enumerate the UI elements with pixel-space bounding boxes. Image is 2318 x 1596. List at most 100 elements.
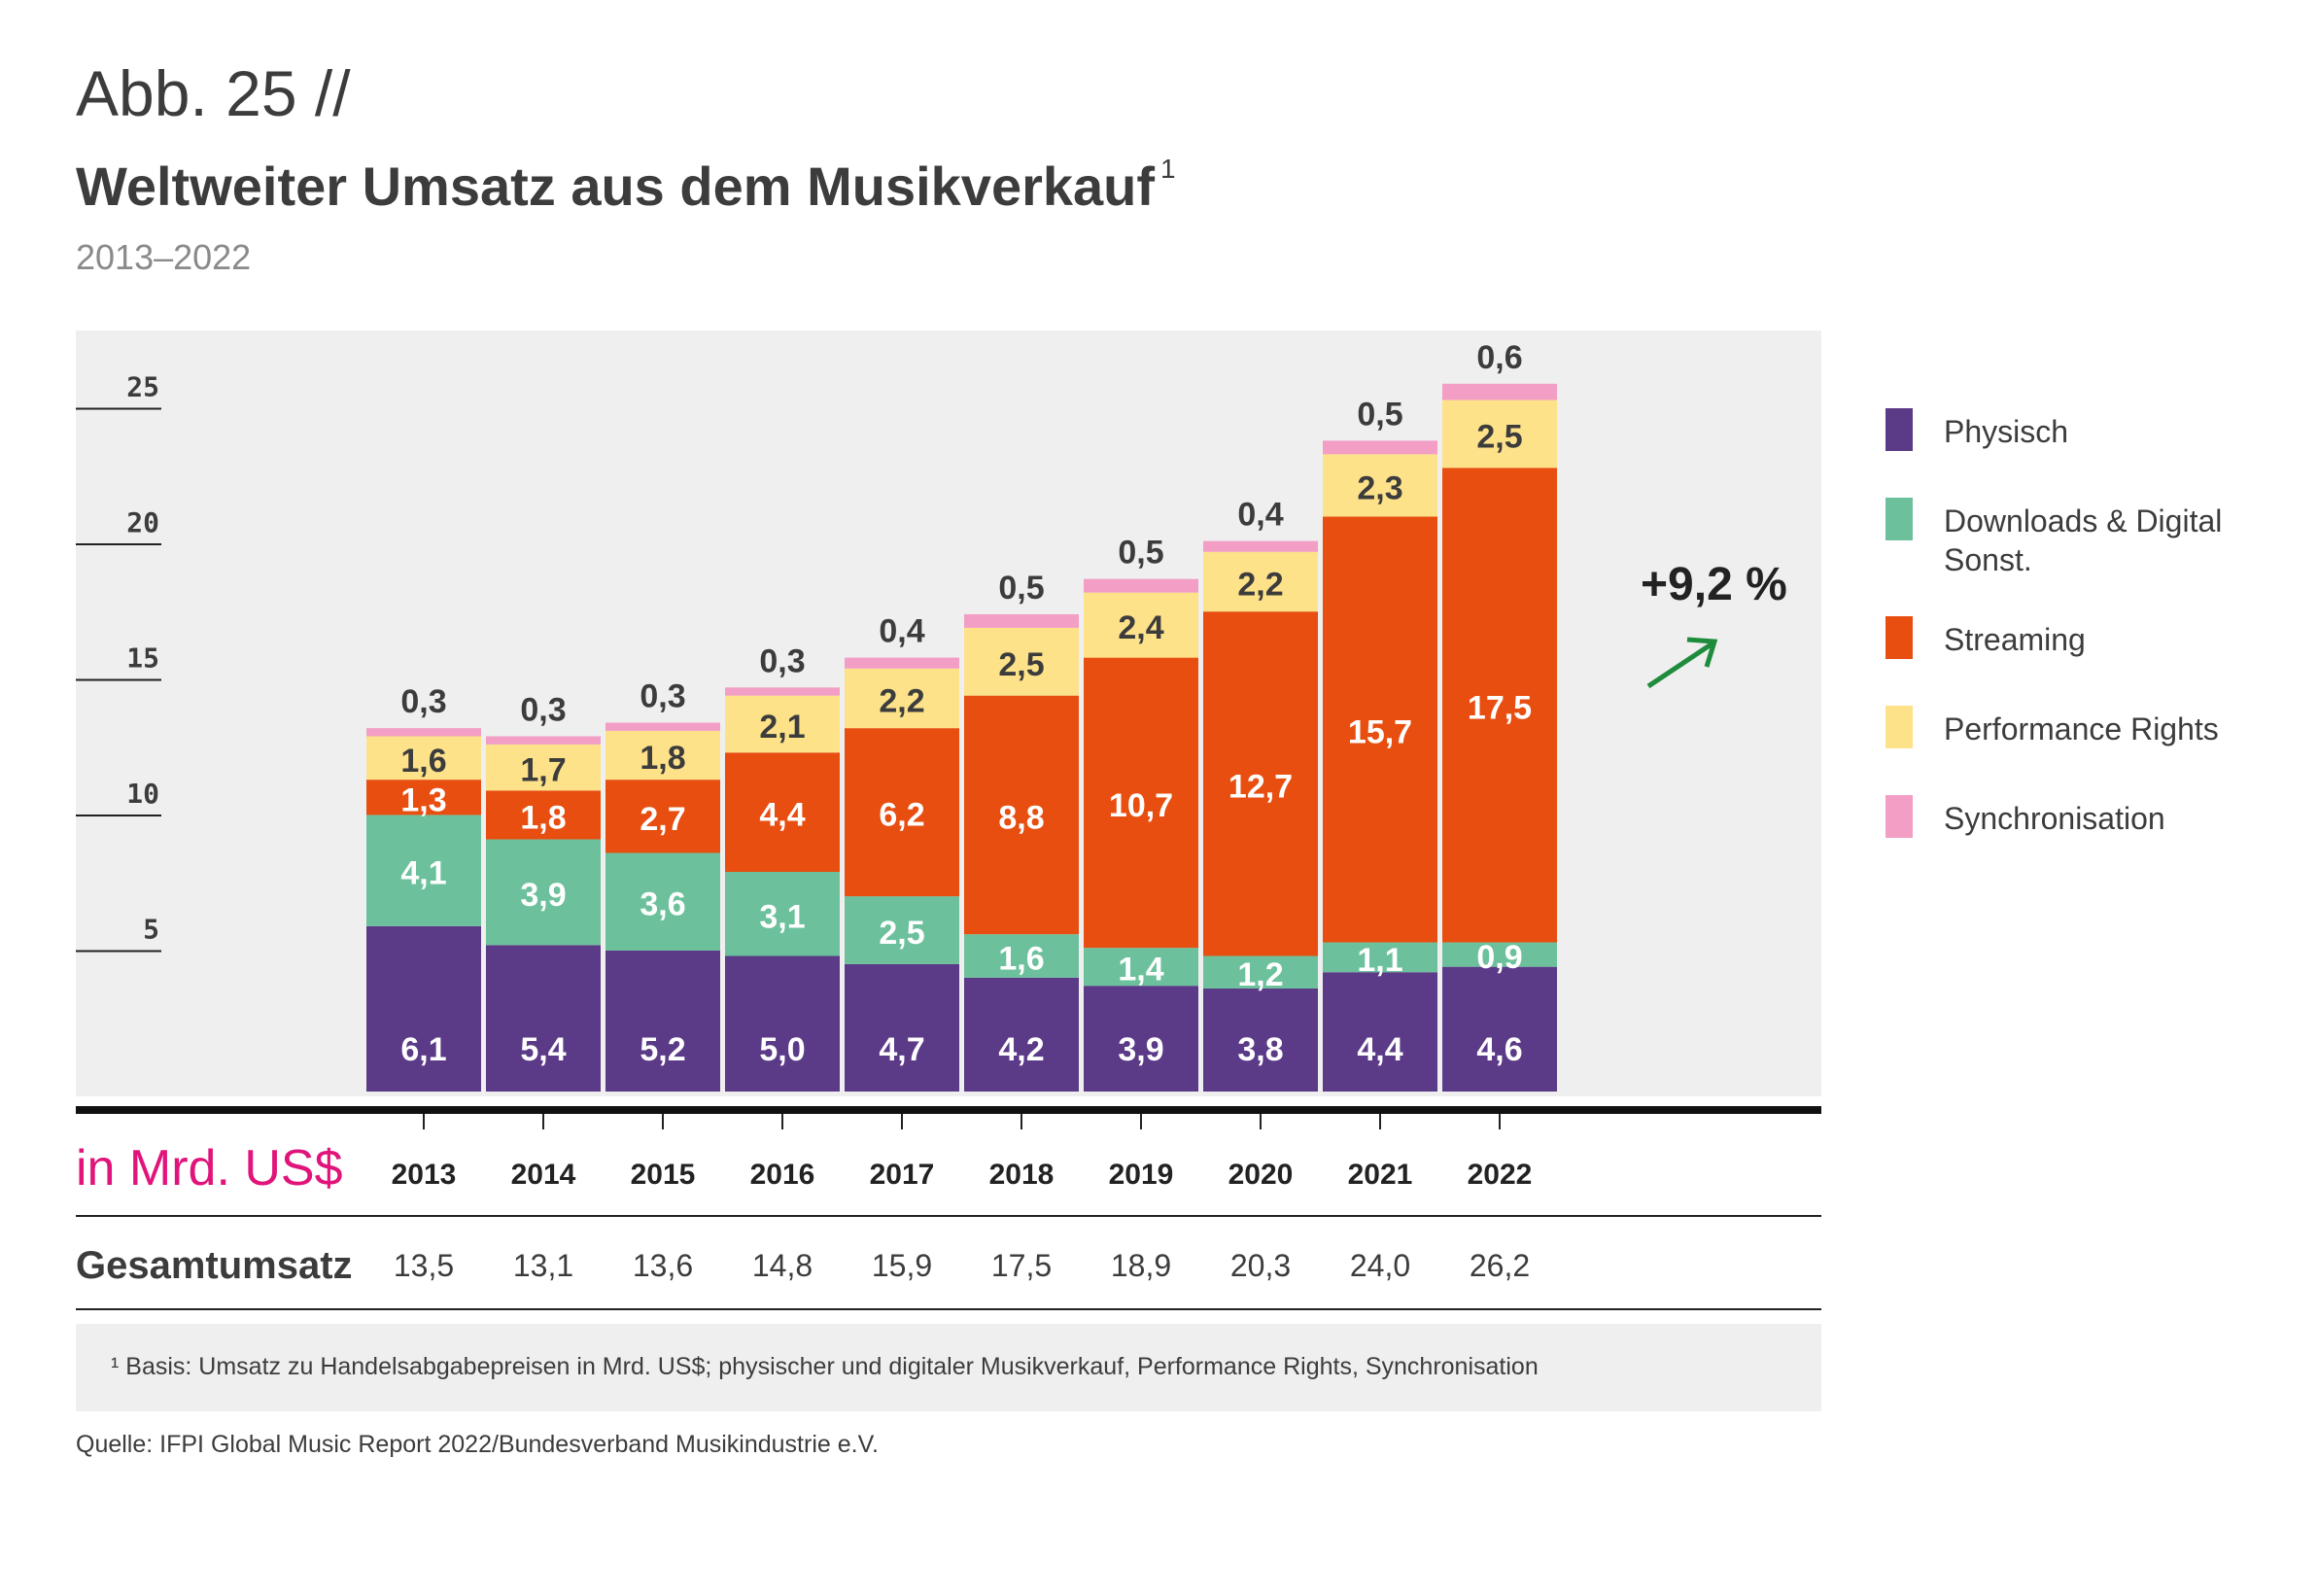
data-label: 10,7 (1109, 787, 1173, 824)
data-label: 2,3 (1357, 469, 1402, 506)
bar-segment (605, 730, 720, 781)
data-label: 1,7 (520, 752, 566, 789)
data-label: 0,5 (998, 570, 1044, 607)
data-label: 0,5 (1357, 396, 1402, 433)
total-value: 26,2 (1469, 1248, 1531, 1283)
bar-segment (486, 945, 601, 1092)
data-label: 3,6 (640, 886, 685, 923)
data-label: 8,8 (998, 799, 1044, 836)
growth-arrow-icon (1646, 637, 1718, 689)
data-label: 2,5 (1476, 418, 1522, 455)
total-value: 15,9 (871, 1248, 933, 1283)
bar-segment (1442, 966, 1557, 1092)
data-label: 1,6 (400, 743, 446, 780)
total-row-label: Gesamtumsatz (76, 1244, 353, 1287)
bar-segment (605, 950, 720, 1092)
data-label: 5,0 (759, 1031, 805, 1068)
bar-segment (964, 934, 1079, 978)
bar-segment (725, 955, 840, 1092)
x-tick-label: 2022 (1467, 1159, 1533, 1191)
data-label: 0,4 (1237, 497, 1283, 534)
data-label: 5,4 (520, 1031, 566, 1068)
bar-segment (1442, 383, 1557, 400)
legend-label: Streaming (1944, 622, 2086, 657)
data-label: 0,3 (759, 642, 805, 679)
total-value: 24,0 (1349, 1248, 1411, 1283)
bar-segment (486, 736, 601, 745)
data-label: 1,1 (1357, 942, 1402, 979)
legend-swatch (1886, 616, 1913, 659)
chart-area: 5101520256,14,11,31,60,35,43,91,81,70,35… (76, 330, 1821, 1129)
bar-segment (1442, 468, 1557, 943)
data-label: 4,1 (400, 855, 446, 892)
data-label: 4,2 (998, 1031, 1044, 1068)
bar-segment (1323, 440, 1437, 455)
bar-segment (1203, 611, 1318, 956)
data-label: 0,5 (1118, 535, 1163, 572)
bar-segment (1203, 551, 1318, 612)
y-tick-label: 15 (126, 642, 159, 675)
x-tick-label: 2014 (510, 1159, 576, 1191)
y-tick-label: 5 (143, 914, 159, 946)
title-footnote-mark: 1 (1160, 154, 1176, 184)
y-tick-label: 10 (126, 778, 159, 810)
bar-segment (486, 744, 601, 791)
bar-segment (1084, 657, 1198, 949)
bar-segment (845, 896, 959, 964)
data-label: 12,7 (1228, 768, 1293, 805)
data-label: 1,6 (998, 941, 1044, 978)
x-tick-label: 2016 (749, 1159, 815, 1191)
legend-label: Performance Rights (1944, 711, 2219, 746)
legend-label: Synchronisation (1944, 801, 2165, 836)
data-label: 2,7 (640, 801, 685, 838)
x-tick-label: 2021 (1347, 1159, 1413, 1191)
data-label: 1,8 (640, 740, 685, 777)
legend-swatch (1886, 795, 1913, 838)
x-tick-label: 2018 (988, 1159, 1055, 1191)
bar-segment (1203, 540, 1318, 552)
data-label: 2,2 (1237, 566, 1283, 603)
growth-label: +9,2 % (1641, 559, 1787, 610)
data-label: 2,2 (879, 682, 924, 719)
data-label: 1,4 (1118, 952, 1163, 989)
data-label: 4,7 (879, 1031, 924, 1068)
bar-segment (1323, 942, 1437, 973)
legend-label: Downloads & Digital Sonst. (1944, 503, 2223, 577)
data-label: 3,8 (1237, 1031, 1283, 1068)
x-axis-line (76, 1106, 1821, 1114)
table-divider (76, 1308, 1821, 1310)
bar-segment (964, 977, 1079, 1092)
bar-segment (845, 668, 959, 729)
table-divider (76, 1215, 1821, 1217)
bar-segment (486, 839, 601, 946)
total-value: 13,5 (393, 1248, 455, 1283)
data-label: 15,7 (1348, 714, 1412, 751)
bar-segment (605, 780, 720, 853)
bar-segment (366, 925, 481, 1092)
total-value: 20,3 (1229, 1248, 1292, 1283)
x-tick-label: 2015 (630, 1159, 696, 1191)
data-label: 4,4 (759, 797, 805, 834)
unit-label: in Mrd. US$ (76, 1140, 343, 1197)
total-value: 17,5 (990, 1248, 1053, 1283)
data-label: 0,9 (1476, 939, 1522, 976)
data-label: 2,5 (879, 915, 924, 952)
figure-label: Abb. 25 // (76, 57, 351, 129)
bar-segment (605, 852, 720, 951)
bar-segment (605, 722, 720, 731)
bar-segment (366, 815, 481, 926)
data-label: 4,4 (1357, 1031, 1402, 1068)
bar-segment (964, 695, 1079, 935)
bar-segment (725, 687, 840, 696)
footnote: ¹ Basis: Umsatz zu Handelsabgabepreisen … (111, 1353, 1539, 1380)
bar-segment (845, 657, 959, 669)
data-label: 1,3 (400, 781, 446, 818)
bar-segment (964, 627, 1079, 696)
bar-segment (366, 780, 481, 815)
data-label: 6,2 (879, 797, 924, 834)
bar-segment (1323, 516, 1437, 943)
bar-segment (1323, 972, 1437, 1092)
x-tick-label: 2017 (869, 1159, 935, 1191)
chart-title-text: Weltweiter Umsatz aus dem Musikverkauf (76, 156, 1156, 217)
bar-segment (486, 790, 601, 840)
